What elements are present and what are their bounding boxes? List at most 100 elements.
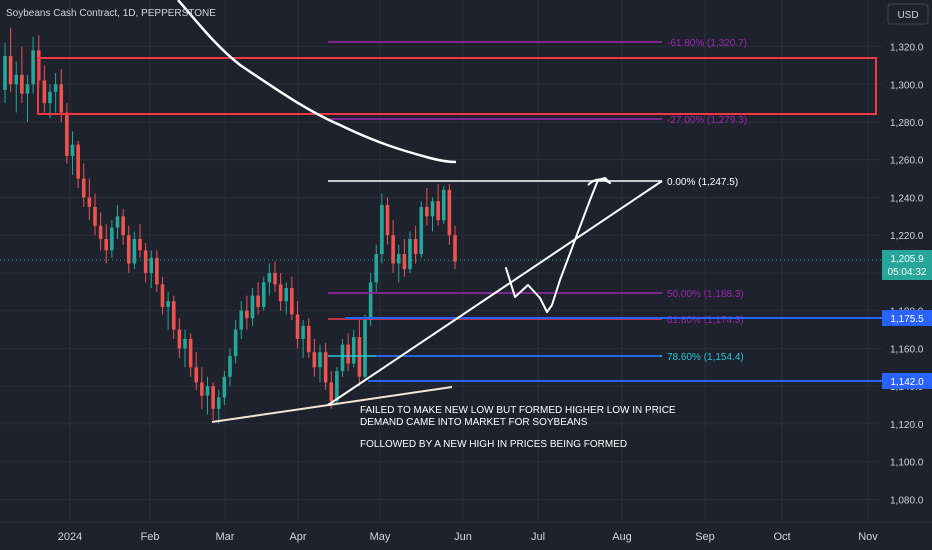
candle-body (205, 386, 210, 396)
last-price-badge (882, 250, 932, 280)
candle-body (408, 238, 412, 270)
candle-body (76, 144, 80, 179)
candle-body (98, 225, 103, 239)
annotation-line-3: FOLLOWED BY A NEW HIGH IN PRICES BEING F… (360, 439, 627, 450)
annotation-line-1: FAILED TO MAKE NEW LOW BUT FORMED HIGHER… (360, 405, 676, 416)
level-badge-1175 (882, 310, 932, 326)
y-tick-label: 1,160.0 (890, 344, 924, 355)
y-tick-label: 1,320.0 (890, 43, 924, 54)
candle-body (323, 352, 328, 383)
candle-body (430, 201, 435, 217)
grid (0, 0, 882, 522)
candle-body (273, 272, 277, 285)
candle-body (239, 310, 244, 330)
candle-body (211, 386, 215, 409)
candle-body (183, 338, 187, 349)
candle-body (115, 216, 120, 228)
candle-body (250, 295, 255, 319)
level-badge-1175-value: 1,175.5 (890, 314, 924, 325)
fib-label-50: 50.00% (1,188.3) (667, 289, 744, 300)
candle-body (132, 238, 137, 264)
candle-body (312, 352, 317, 368)
candle-body (65, 112, 69, 156)
candle-body (110, 227, 114, 251)
candle-body (171, 301, 176, 330)
candle-body (155, 257, 159, 285)
candle-body (363, 320, 367, 377)
y-tick-label: 1,120.0 (890, 420, 924, 431)
x-tick-label: Mar (216, 531, 235, 543)
candle-body (93, 206, 97, 226)
y-tick-label: 1,300.0 (890, 80, 924, 91)
x-tick-label: Apr (289, 531, 306, 543)
candle-body (351, 337, 356, 364)
currency-label: USD (897, 10, 918, 21)
candle-body (31, 50, 35, 85)
candle-body (290, 288, 294, 315)
candle-body (188, 338, 193, 368)
candle-body (233, 329, 238, 356)
candle-body (419, 206, 424, 255)
candle-body (59, 84, 64, 113)
candle-body (177, 329, 182, 349)
candle-body (42, 80, 47, 104)
candle-body (453, 235, 457, 262)
candle-body (368, 282, 373, 321)
candle-body (222, 376, 227, 398)
x-tick-label: Sep (695, 531, 715, 543)
y-tick-label: 1,220.0 (890, 231, 924, 242)
x-tick-label: Jul (531, 531, 545, 543)
candle-body (25, 84, 30, 94)
candle-body (143, 250, 148, 273)
fib-label-786: 78.60% (1,154.4) (667, 352, 744, 363)
candle-body (3, 55, 7, 90)
candle-body (346, 344, 350, 364)
candle-body (385, 205, 390, 236)
projection-arrowhead[interactable] (587, 178, 611, 186)
candle-body (81, 178, 86, 198)
candle-body (104, 238, 109, 251)
candle-body (284, 288, 289, 302)
candle-body (318, 352, 322, 368)
candle-body (441, 189, 446, 221)
candle-body (357, 337, 362, 377)
candle-body (447, 189, 452, 236)
candle-countdown: 05:04:32 (888, 267, 927, 278)
x-tick-label: 2024 (58, 531, 82, 543)
candle-body (149, 257, 154, 273)
y-tick-label: 1,280.0 (890, 118, 924, 129)
candle-body (374, 254, 379, 283)
rising-trendline[interactable] (327, 180, 663, 406)
y-tick-label: 1,240.0 (890, 193, 924, 204)
candle-body (121, 216, 125, 236)
x-tick-label: Jun (454, 531, 472, 543)
candle-body (245, 310, 249, 319)
chart-title: Soybeans Cash Contract, 1D, PEPPERSTONE (6, 8, 216, 19)
candle-body (70, 144, 75, 156)
candle-body (391, 235, 395, 264)
candle-body (396, 254, 401, 264)
candle-body (425, 206, 429, 217)
candle-body (87, 197, 92, 207)
x-tick-label: Oct (773, 531, 790, 543)
x-tick-label: Feb (141, 531, 160, 543)
candle-body (160, 284, 165, 307)
candle-body (138, 238, 142, 251)
y-tick-label: 1,100.0 (890, 458, 924, 469)
candle-body (48, 91, 52, 104)
candle-body (335, 371, 339, 402)
candle-body (166, 301, 170, 307)
higher-low-trendline[interactable] (211, 386, 453, 423)
candle-body (228, 355, 232, 377)
candle-body (402, 254, 407, 270)
x-tick-label: May (370, 531, 391, 543)
fib-label-618: 61.80% (1,174.3) (667, 315, 744, 326)
supply-zone-box[interactable] (37, 57, 877, 115)
candle-body (8, 55, 13, 85)
level-badge-1142 (882, 373, 932, 389)
currency-button[interactable] (887, 3, 929, 25)
candle-body (295, 314, 300, 339)
candle-body (256, 295, 260, 307)
x-tick-label: Nov (858, 531, 878, 543)
